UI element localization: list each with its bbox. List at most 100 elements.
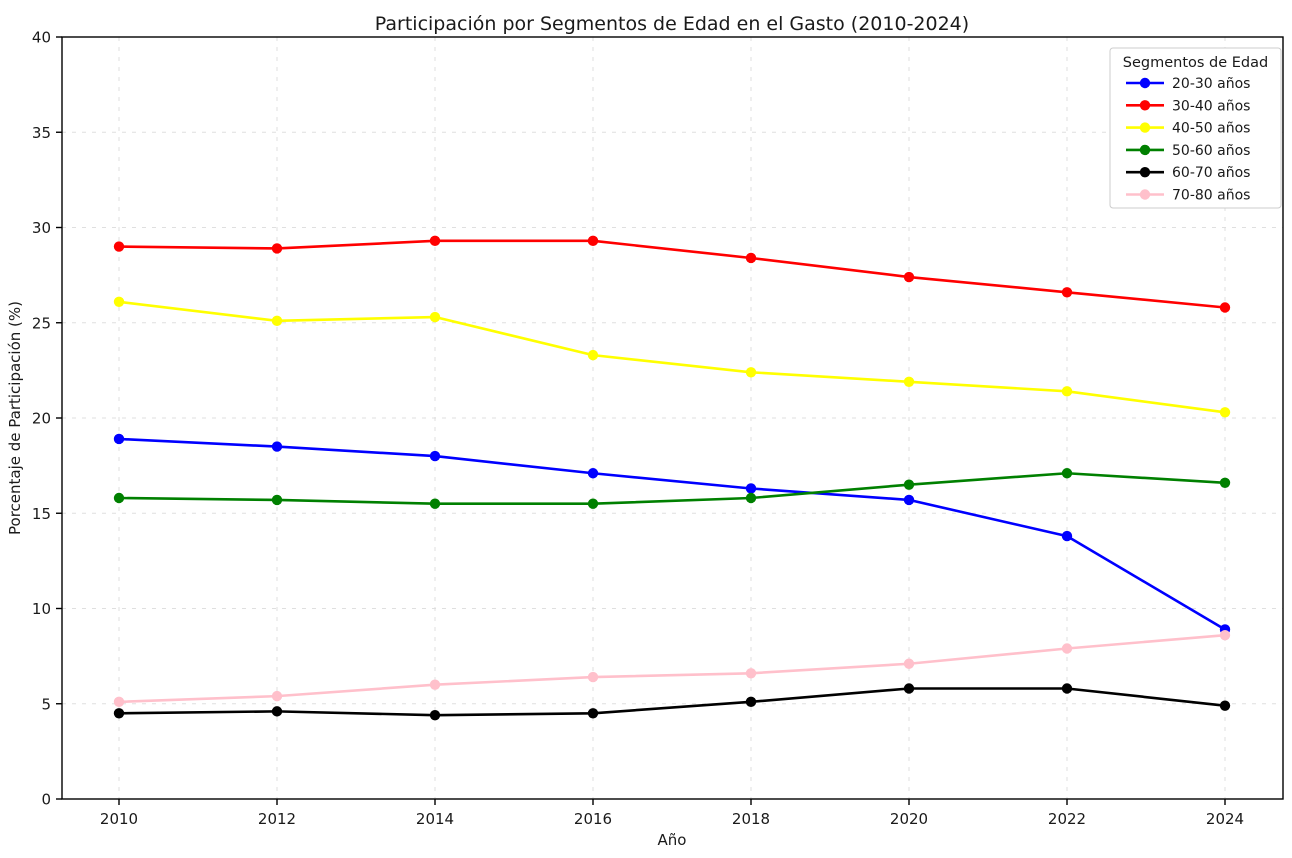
data-point-marker <box>271 243 283 254</box>
data-point-marker <box>1219 302 1231 313</box>
data-point-marker <box>429 498 441 509</box>
chart-title: Participación por Segmentos de Edad en e… <box>375 13 969 35</box>
data-point-marker <box>1061 530 1073 542</box>
series-line <box>117 633 1227 704</box>
y-tick-label: 25 <box>32 314 51 332</box>
data-point-marker <box>903 494 915 506</box>
data-point-marker <box>745 367 757 378</box>
data-point-marker <box>587 468 599 479</box>
data-point-marker <box>745 483 757 494</box>
legend-marker <box>1139 77 1151 89</box>
y-tick-label: 0 <box>41 791 51 809</box>
data-point-marker <box>429 709 441 721</box>
legend-label: 70-80 años <box>1172 188 1250 204</box>
legend: Segmentos de Edad 20-30 años 30-40 años 40-… <box>1109 47 1282 209</box>
data-point-marker <box>271 315 283 327</box>
series-line <box>117 300 1227 414</box>
data-point-marker <box>1061 386 1073 397</box>
legend-label: 40-50 años <box>1172 121 1250 137</box>
data-point-marker <box>271 494 283 506</box>
series-line <box>117 437 1227 631</box>
data-point-marker <box>113 708 125 719</box>
y-tick-label: 40 <box>32 29 51 47</box>
legend-marker <box>1139 167 1151 178</box>
series-20-30-a-os <box>113 433 1231 635</box>
data-point-marker <box>587 498 599 509</box>
series-line <box>117 239 1227 309</box>
data-point-marker <box>113 296 125 307</box>
x-tick-label: 2010 <box>100 810 138 828</box>
data-point-marker <box>429 311 441 323</box>
data-point-marker <box>903 376 915 388</box>
data-point-marker <box>745 696 757 708</box>
data-point-marker <box>1061 468 1073 479</box>
legend-marker <box>1139 100 1151 111</box>
legend-label: 20-30 años <box>1172 76 1250 92</box>
data-point-marker <box>745 668 757 679</box>
data-point-marker <box>903 479 915 490</box>
data-point-marker <box>113 492 125 504</box>
series-70-80-a-os <box>113 629 1231 708</box>
x-tick-label: 2012 <box>258 810 296 828</box>
axes-layer: 0 5 10 15 20 25 30 35 40 2010 2012 2014 2016 2018 2020… <box>32 29 1284 828</box>
y-tick-label: 35 <box>32 124 51 142</box>
legend-title: Segmentos de Edad <box>1123 55 1268 71</box>
legend-marker <box>1139 122 1151 133</box>
x-tick-label: 2016 <box>574 810 612 828</box>
series-40-50-a-os <box>113 296 1231 418</box>
data-point-marker <box>1219 407 1231 418</box>
data-point-marker <box>903 271 915 283</box>
data-point-marker <box>1061 287 1073 298</box>
data-point-marker <box>903 683 915 694</box>
legend-label: 30-40 años <box>1172 98 1250 114</box>
y-tick-label: 20 <box>32 410 51 428</box>
series-50-60-a-os <box>113 468 1231 509</box>
y-axis-label: Porcentaje de Participación (%) <box>6 301 24 535</box>
data-point-marker <box>271 690 283 702</box>
legend-layer: Segmentos de Edad 20-30 años 30-40 años 40-… <box>1109 47 1282 209</box>
series-layer <box>113 235 1231 721</box>
data-point-marker <box>1219 477 1231 488</box>
x-tick-label: 2022 <box>1048 810 1086 828</box>
legend-label: 50-60 años <box>1172 143 1250 159</box>
grid-layer <box>62 36 1283 800</box>
series-line <box>117 471 1227 506</box>
series-line <box>117 687 1227 717</box>
data-point-marker <box>429 235 441 247</box>
data-point-marker <box>903 658 915 669</box>
data-point-marker <box>429 679 441 690</box>
legend-item: 60-70 años <box>1126 165 1250 181</box>
legend-item: 70-80 años <box>1126 188 1250 204</box>
legend-item: 20-30 años <box>1126 76 1250 92</box>
x-tick-label: 2024 <box>1206 810 1244 828</box>
data-point-marker <box>429 450 441 462</box>
data-point-marker <box>113 241 125 252</box>
data-point-marker <box>587 671 599 683</box>
legend-box <box>1109 47 1282 209</box>
legend-item: 30-40 años <box>1126 98 1250 114</box>
data-point-marker <box>745 492 757 504</box>
data-point-marker <box>745 252 757 264</box>
legend-item: 40-50 años <box>1126 121 1250 137</box>
legend-item: 50-60 años <box>1126 143 1250 159</box>
x-tick-label: 2018 <box>732 810 770 828</box>
data-point-marker <box>271 441 283 452</box>
legend-marker <box>1139 144 1151 156</box>
data-point-marker <box>113 433 125 445</box>
x-tick-label: 2020 <box>890 810 928 828</box>
data-point-marker <box>113 696 125 708</box>
data-point-marker <box>587 349 599 361</box>
data-point-marker <box>1219 629 1231 641</box>
series-60-70-a-os <box>113 683 1231 721</box>
data-point-marker <box>587 235 599 247</box>
legend-label: 60-70 años <box>1172 165 1250 181</box>
y-tick-label: 5 <box>41 695 51 713</box>
data-point-marker <box>271 706 283 717</box>
y-tick-label: 15 <box>32 505 51 523</box>
x-axis-label: Año <box>658 831 687 849</box>
data-point-marker <box>1061 643 1073 654</box>
data-point-marker <box>587 708 599 719</box>
data-point-marker <box>1061 683 1073 694</box>
